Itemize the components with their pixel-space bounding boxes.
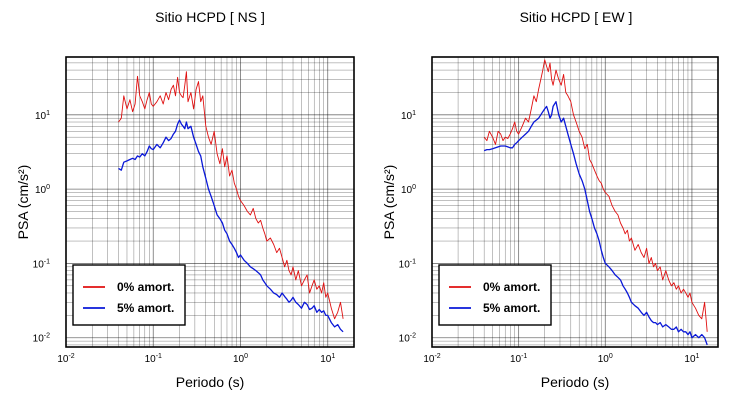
x-tick-exponent: -2: [68, 353, 74, 360]
x-axis-label: Periodo (s): [541, 374, 609, 390]
x-tick-label: 100: [598, 353, 613, 365]
y-tick-exponent: -2: [410, 333, 416, 340]
x-tick-exponent: 0: [609, 353, 613, 360]
legend-label: 5% amort.: [483, 301, 540, 315]
y-tick-exponent: 0: [412, 184, 416, 191]
series-line-5pct: [118, 119, 344, 333]
series-line-0pct: [483, 59, 708, 332]
x-tick-label: 10-1: [510, 353, 527, 365]
x-tick-exponent: -1: [156, 353, 162, 360]
y-tick-label: 101: [35, 110, 50, 122]
y-tick-label: 10-2: [399, 333, 416, 345]
legend-box: [72, 264, 186, 326]
x-tick-label: 10-2: [57, 353, 74, 365]
y-axis-label: PSA (cm/s²): [381, 165, 397, 240]
chart-title: Sitio HCPD [ NS ]: [155, 9, 265, 25]
x-axis-label: Periodo (s): [176, 374, 244, 390]
y-tick-exponent: -1: [410, 258, 416, 265]
plot-frame: [431, 56, 719, 348]
plot-frame: [65, 56, 355, 348]
legend-label: 5% amort.: [117, 301, 174, 315]
legend: 0% amort. 5% amort.: [438, 264, 552, 326]
x-tick-exponent: 1: [331, 353, 335, 360]
chart-panel-ew: Sitio HCPD [ EW ] Periodo (s) PSA (cm/s²) 1…: [381, 9, 719, 390]
chart-panel-ns: Sitio HCPD [ NS ] Periodo (s) PSA (cm/s²) 1…: [15, 9, 355, 390]
legend-box: [438, 264, 552, 326]
x-tick-exponent: -2: [434, 353, 440, 360]
y-tick-label: 101: [401, 110, 416, 122]
y-tick-exponent: 1: [412, 110, 416, 117]
y-tick-label: 10-1: [399, 258, 416, 270]
legend: 0% amort. 5% amort.: [72, 264, 186, 326]
y-tick-exponent: 0: [46, 184, 50, 191]
x-tick-label: 10-1: [145, 353, 162, 365]
x-tick-label: 10-2: [423, 353, 440, 365]
y-tick-label: 10-1: [33, 258, 50, 270]
y-tick-label: 10-2: [33, 333, 50, 345]
chart-title: Sitio HCPD [ EW ]: [520, 9, 633, 25]
y-tick-label: 100: [35, 184, 50, 196]
x-tick-exponent: -1: [521, 353, 527, 360]
y-tick-exponent: 1: [46, 110, 50, 117]
x-tick-label: 100: [233, 353, 248, 365]
x-tick-exponent: 1: [696, 353, 700, 360]
legend-label: 0% amort.: [117, 280, 174, 294]
series-line-5pct: [483, 101, 708, 346]
legend-label: 0% amort.: [483, 280, 540, 294]
x-tick-label: 101: [684, 353, 699, 365]
series-line-0pct: [118, 71, 344, 320]
x-tick-exponent: 0: [244, 353, 248, 360]
x-tick-label: 101: [320, 353, 335, 365]
y-tick-exponent: -1: [44, 258, 50, 265]
y-tick-label: 100: [401, 184, 416, 196]
y-axis-label: PSA (cm/s²): [15, 165, 31, 240]
y-tick-exponent: -2: [44, 333, 50, 340]
